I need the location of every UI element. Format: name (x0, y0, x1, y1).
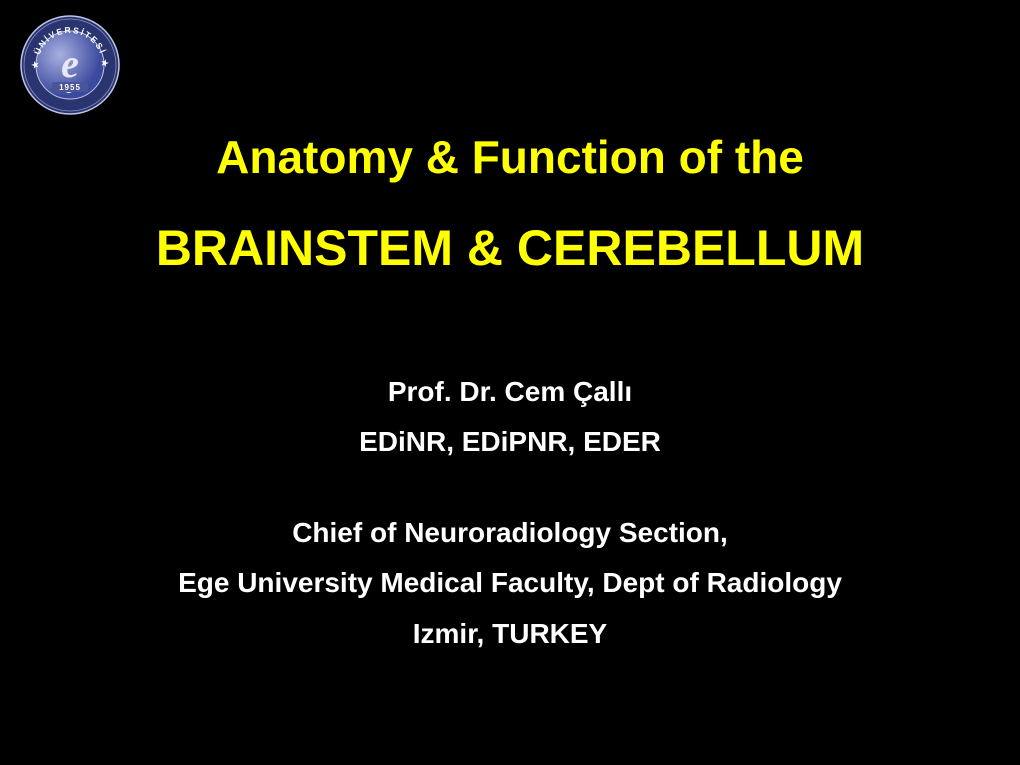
svg-text:1955: 1955 (59, 83, 81, 92)
presenter-position: Chief of Neuroradiology Section, (0, 508, 1020, 558)
ege-university-seal-icon: ★ ÜNİVERSİTESİ ★ E G E e 1955 (20, 15, 120, 115)
slide-content: Anatomy & Function of the BRAINSTEM & CE… (0, 130, 1020, 659)
presenter-location: Izmir, TURKEY (0, 609, 1020, 659)
university-logo: ★ ÜNİVERSİTESİ ★ E G E e 1955 (20, 15, 120, 115)
spacer (0, 468, 1020, 508)
svg-text:e: e (61, 41, 79, 86)
title-line-1: Anatomy & Function of the (0, 130, 1020, 184)
presenter-institution: Ege University Medical Faculty, Dept of … (0, 558, 1020, 608)
presenter-credentials: EDiNR, EDiPNR, EDER (0, 417, 1020, 467)
presenter-name: Prof. Dr. Cem Çallı (0, 367, 1020, 417)
title-line-2: BRAINSTEM & CEREBELLUM (0, 219, 1020, 277)
